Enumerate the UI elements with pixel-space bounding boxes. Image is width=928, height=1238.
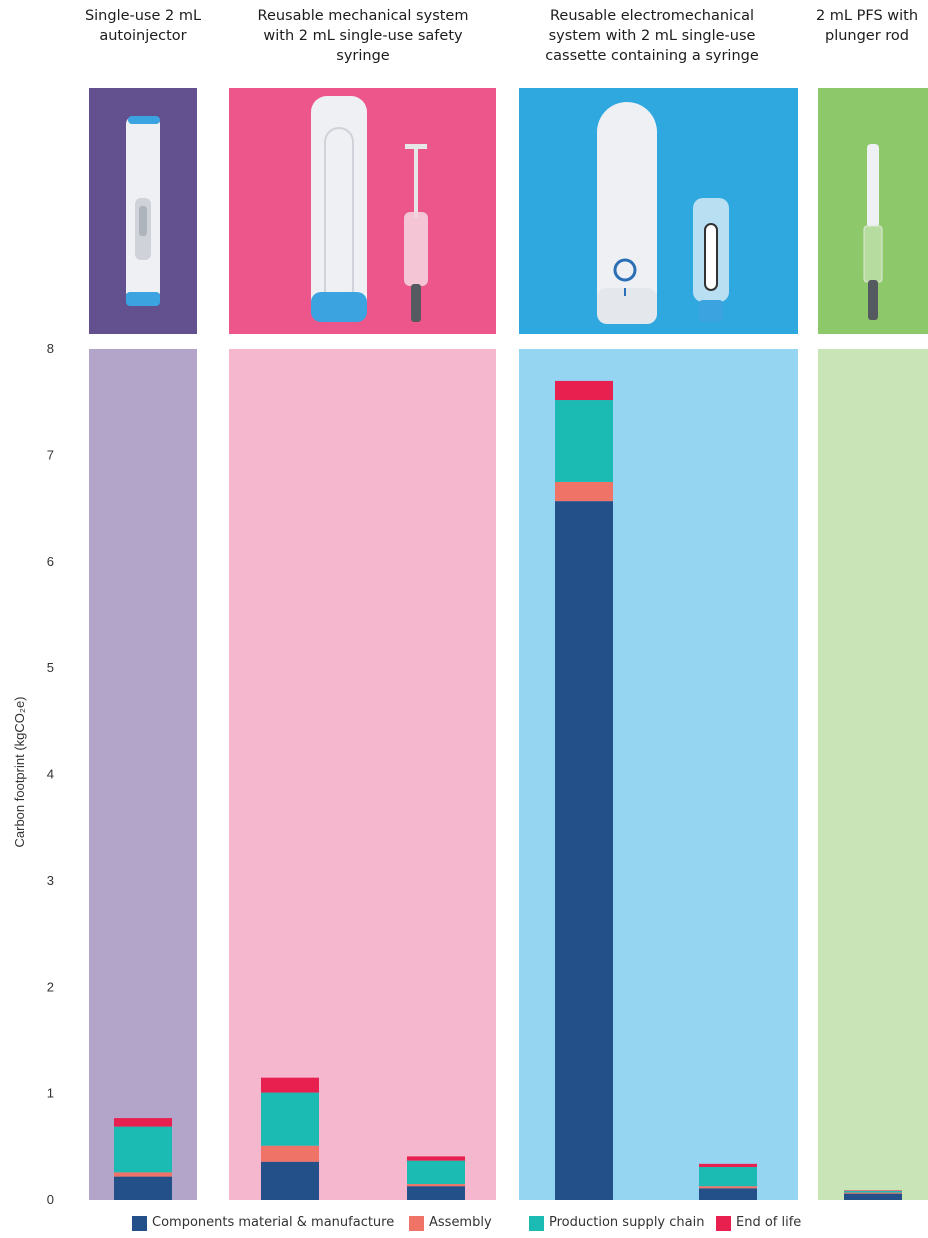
legend-label: Production supply chain bbox=[549, 1215, 705, 1230]
bar-segment-end-of-life bbox=[555, 380, 613, 401]
bar-segment-supply-chain bbox=[114, 1126, 172, 1173]
bar-segment-components bbox=[114, 1176, 172, 1200]
y-tick-label: 6 bbox=[47, 554, 54, 569]
reusable-mechanical-device-icon bbox=[311, 96, 428, 322]
legend-label: End of life bbox=[736, 1215, 802, 1230]
bar-stack bbox=[114, 1118, 172, 1200]
bar-segment-assembly bbox=[261, 1145, 319, 1162]
bar-segment-components bbox=[699, 1188, 757, 1200]
y-tick-label: 3 bbox=[47, 873, 54, 888]
bars bbox=[114, 380, 902, 1201]
photo-panel-autoinjector bbox=[89, 88, 197, 334]
bar-segment-supply-chain bbox=[407, 1160, 465, 1185]
bar-segment-assembly bbox=[555, 481, 613, 502]
bar-segment-end-of-life bbox=[844, 1190, 902, 1191]
bar-segment-end-of-life bbox=[699, 1163, 757, 1168]
chart-panel-autoinjector bbox=[89, 349, 197, 1200]
y-tick-label: 7 bbox=[47, 447, 54, 462]
legend: Components material & manufacture Assemb… bbox=[0, 1213, 928, 1235]
heading-line: cassette containing a syringe bbox=[545, 48, 759, 64]
legend-swatch bbox=[132, 1216, 147, 1231]
heading-reusable-mechanical: Reusable mechanical system with 2 mL sin… bbox=[222, 6, 504, 66]
chart-panel-reusable-mechanical bbox=[229, 349, 496, 1200]
legend-swatch bbox=[529, 1216, 544, 1231]
heading-autoinjector: Single-use 2 mL autoinjector bbox=[70, 6, 216, 46]
legend-swatch bbox=[409, 1216, 424, 1231]
bar-stack bbox=[555, 380, 613, 1201]
bar-segment-components bbox=[407, 1186, 465, 1200]
autoinjector-icon bbox=[126, 116, 160, 306]
legend-label: Components material & manufacture bbox=[152, 1215, 395, 1230]
legend-label: Assembly bbox=[429, 1215, 492, 1230]
y-tick-label: 2 bbox=[47, 979, 54, 994]
bar-segment-assembly bbox=[114, 1172, 172, 1177]
bar-segment-components bbox=[261, 1161, 319, 1200]
y-tick-label: 1 bbox=[47, 1086, 54, 1101]
bar-segment-components bbox=[844, 1193, 902, 1200]
bar-segment-end-of-life bbox=[114, 1118, 172, 1127]
heading-line: autoinjector bbox=[99, 28, 187, 44]
bar-segment-supply-chain bbox=[844, 1190, 902, 1193]
bar-segment-assembly bbox=[407, 1184, 465, 1187]
bar-segment-assembly bbox=[699, 1186, 757, 1189]
safety-syringe-icon bbox=[404, 144, 428, 322]
stacked-bar-chart: 0 1 2 3 4 5 6 7 8 Carbon footprint (kgCO₂e) bbox=[12, 341, 928, 1207]
heading-reusable-electromechanical: Reusable electromechanical system with 2… bbox=[508, 6, 796, 66]
photo-panel-pfs bbox=[818, 88, 928, 334]
bar-segment-components bbox=[555, 501, 613, 1201]
bar-stack bbox=[844, 1190, 902, 1200]
prefilled-syringe-icon bbox=[863, 144, 883, 320]
photo-panel-reusable-electromechanical bbox=[519, 88, 798, 334]
y-tick-label: 8 bbox=[47, 341, 54, 356]
y-tick-label: 0 bbox=[47, 1192, 54, 1207]
bar-segment-supply-chain bbox=[555, 400, 613, 482]
heading-line: Reusable electromechanical bbox=[550, 8, 754, 24]
heading-line: Reusable mechanical system bbox=[257, 8, 469, 24]
panel-backgrounds bbox=[89, 349, 928, 1200]
heading-line: 2 mL PFS with bbox=[815, 8, 919, 24]
bar-stack bbox=[699, 1163, 757, 1200]
heading-line: syringe bbox=[336, 48, 390, 64]
bar-stack bbox=[261, 1077, 319, 1200]
bar-segment-end-of-life bbox=[407, 1156, 465, 1161]
heading-pfs: 2 mL PFS with plunger rod bbox=[806, 6, 928, 46]
photo-panel-reusable-mechanical bbox=[229, 88, 496, 334]
heading-line: system with 2 mL single-use bbox=[548, 28, 756, 44]
electromechanical-device-icon bbox=[597, 102, 729, 324]
heading-line: with 2 mL single-use safety bbox=[263, 28, 463, 44]
bar-segment-supply-chain bbox=[261, 1092, 319, 1146]
heading-line: Single-use 2 mL bbox=[84, 8, 202, 24]
bar-segment-supply-chain bbox=[699, 1167, 757, 1187]
y-axis-label: Carbon footprint (kgCO₂e) bbox=[12, 697, 27, 848]
y-tick-label: 4 bbox=[47, 767, 54, 782]
heading-line: plunger rod bbox=[824, 28, 910, 44]
bar-segment-end-of-life bbox=[261, 1077, 319, 1093]
bar-stack bbox=[407, 1156, 465, 1200]
bar-segment-assembly bbox=[844, 1192, 902, 1194]
y-axis: 0 1 2 3 4 5 6 7 8 bbox=[47, 341, 54, 1207]
y-tick-label: 5 bbox=[47, 660, 54, 675]
chart-panel-pfs bbox=[818, 349, 928, 1200]
cassette-icon bbox=[693, 198, 729, 322]
legend-swatch bbox=[716, 1216, 731, 1231]
